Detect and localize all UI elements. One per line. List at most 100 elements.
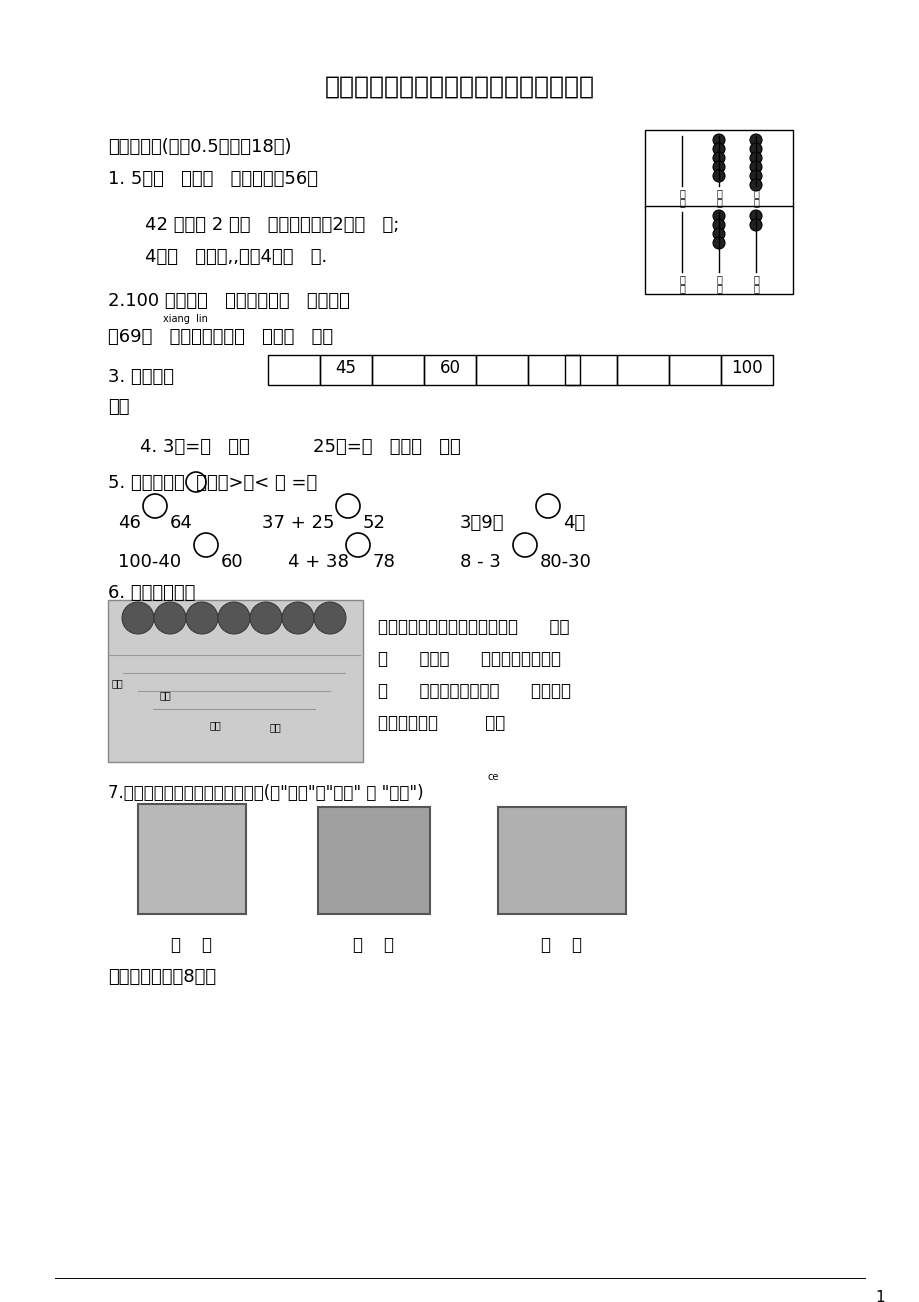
- Circle shape: [749, 161, 761, 173]
- Text: 100: 100: [731, 359, 762, 378]
- Text: 3. 按规律填: 3. 按规律填: [108, 368, 174, 385]
- Text: 60: 60: [221, 553, 244, 572]
- Text: 4在（   ）位上,,表示4个（   ）.: 4在（ ）位上,,表示4个（ ）.: [145, 247, 327, 266]
- Text: 42 里面的 2 在（   ）位上，表示2个（   ）;: 42 里面的 2 在（ ）位上，表示2个（ ）;: [145, 216, 399, 234]
- Circle shape: [712, 171, 724, 182]
- Bar: [528, 355, 579, 385]
- Text: 1: 1: [874, 1290, 884, 1302]
- Text: 与69相   邻的两个数是（   ）和（   ）。: 与69相 邻的两个数是（ ）和（ ）。: [108, 328, 333, 346]
- Bar: [668, 355, 720, 385]
- Text: 5. 在下面的（  ）里填>、< 或 =。: 5. 在下面的（ ）里填>、< 或 =。: [108, 474, 317, 492]
- Text: 4元: 4元: [562, 514, 584, 533]
- Text: 4 + 38: 4 + 38: [288, 553, 348, 572]
- Text: 个: 个: [753, 187, 758, 198]
- Text: 64: 64: [170, 514, 193, 533]
- Text: 数：: 数：: [108, 398, 130, 417]
- Circle shape: [122, 602, 153, 634]
- Text: 位: 位: [715, 283, 721, 293]
- Text: ce: ce: [487, 772, 499, 783]
- Bar: [564, 355, 617, 385]
- Text: 60: 60: [439, 359, 460, 378]
- Text: 80-30: 80-30: [539, 553, 591, 572]
- Text: 十: 十: [715, 187, 721, 198]
- Circle shape: [749, 152, 761, 164]
- Text: 6. 小小运动会。: 6. 小小运动会。: [108, 585, 195, 602]
- Circle shape: [346, 533, 369, 557]
- Text: 一年级数学试题下期末小学教学质量检测: 一年级数学试题下期末小学教学质量检测: [324, 76, 595, 99]
- Circle shape: [142, 493, 167, 518]
- Circle shape: [313, 602, 346, 634]
- Text: 百: 百: [678, 187, 684, 198]
- Bar: [644, 206, 792, 294]
- Text: 45: 45: [335, 359, 357, 378]
- Text: 位: 位: [715, 197, 721, 207]
- Circle shape: [513, 533, 537, 557]
- Bar: [424, 355, 475, 385]
- Text: 一、填空。(每空0.5分，共18分): 一、填空。(每空0.5分，共18分): [108, 138, 291, 156]
- Text: 3元9角: 3元9角: [460, 514, 504, 533]
- Bar: [617, 355, 668, 385]
- Text: 位: 位: [678, 283, 684, 293]
- Circle shape: [250, 602, 282, 634]
- Text: 100-40: 100-40: [118, 553, 181, 572]
- Text: xiang  lin: xiang lin: [163, 314, 208, 324]
- Circle shape: [186, 602, 218, 634]
- Circle shape: [194, 533, 218, 557]
- Circle shape: [335, 493, 359, 518]
- Circle shape: [536, 493, 560, 518]
- Circle shape: [712, 228, 724, 240]
- Text: 百: 百: [678, 273, 684, 284]
- Bar: [318, 807, 429, 914]
- Circle shape: [749, 178, 761, 191]
- Text: 位: 位: [753, 283, 758, 293]
- Text: 小玲: 小玲: [269, 723, 281, 732]
- Bar: [475, 355, 528, 385]
- Text: 小强: 小强: [112, 678, 124, 687]
- Text: 位: 位: [753, 197, 758, 207]
- Circle shape: [712, 161, 724, 173]
- Text: 46: 46: [118, 514, 141, 533]
- Text: （    ）: （ ）: [541, 936, 582, 954]
- Text: 4. 3元=（   ）角           25角=（   ）元（   ）角: 4. 3元=（ ）角 25角=（ ）元（ ）角: [140, 437, 460, 456]
- Circle shape: [712, 210, 724, 223]
- Text: 37 + 25: 37 + 25: [262, 514, 335, 533]
- Circle shape: [186, 473, 206, 492]
- Text: 52: 52: [363, 514, 386, 533]
- Bar: [320, 355, 371, 385]
- Circle shape: [282, 602, 313, 634]
- Text: 英的前面是（         ）。: 英的前面是（ ）。: [378, 713, 505, 732]
- Bar: [644, 130, 792, 208]
- Circle shape: [712, 134, 724, 146]
- Circle shape: [712, 152, 724, 164]
- Circle shape: [749, 171, 761, 182]
- Circle shape: [218, 602, 250, 634]
- Text: 78: 78: [372, 553, 395, 572]
- Bar: [138, 805, 245, 914]
- Text: 1. 5个（   ）和（   ）个一组成56。: 1. 5个（ ）和（ ）个一组成56。: [108, 171, 318, 187]
- Bar: [497, 807, 625, 914]
- Text: （      ）和（      ）；小东在小玲的: （ ）和（ ）；小东在小玲的: [378, 650, 561, 668]
- Bar: [267, 355, 320, 385]
- Text: （    ）: （ ）: [171, 936, 212, 954]
- Bar: [720, 355, 772, 385]
- Bar: [108, 600, 363, 762]
- Circle shape: [749, 134, 761, 146]
- Text: 2.100 里面有（   ）个一，有（   ）个十；: 2.100 里面有（ ）个一，有（ ）个十；: [108, 292, 349, 310]
- Circle shape: [749, 219, 761, 230]
- Text: （    ）: （ ）: [353, 936, 394, 954]
- Circle shape: [712, 219, 724, 230]
- Circle shape: [712, 143, 724, 155]
- Circle shape: [153, 602, 186, 634]
- Text: （      ）面，在小英的（      ）面；小: （ ）面，在小英的（ ）面；小: [378, 682, 571, 700]
- Text: 7.下面的电视机是从哪里看到的？(填"正面"、"侧面" 或 "后面"): 7.下面的电视机是从哪里看到的？(填"正面"、"侧面" 或 "后面"): [108, 784, 423, 802]
- Circle shape: [749, 143, 761, 155]
- Text: 8 - 3: 8 - 3: [460, 553, 500, 572]
- Text: 小东: 小东: [210, 720, 221, 730]
- Text: 位: 位: [678, 197, 684, 207]
- Bar: [371, 355, 424, 385]
- Text: 个: 个: [753, 273, 758, 284]
- Text: 二、连一连。（8分）: 二、连一连。（8分）: [108, 967, 216, 986]
- Text: 小英: 小英: [160, 690, 172, 700]
- Circle shape: [712, 237, 724, 249]
- Circle shape: [749, 210, 761, 223]
